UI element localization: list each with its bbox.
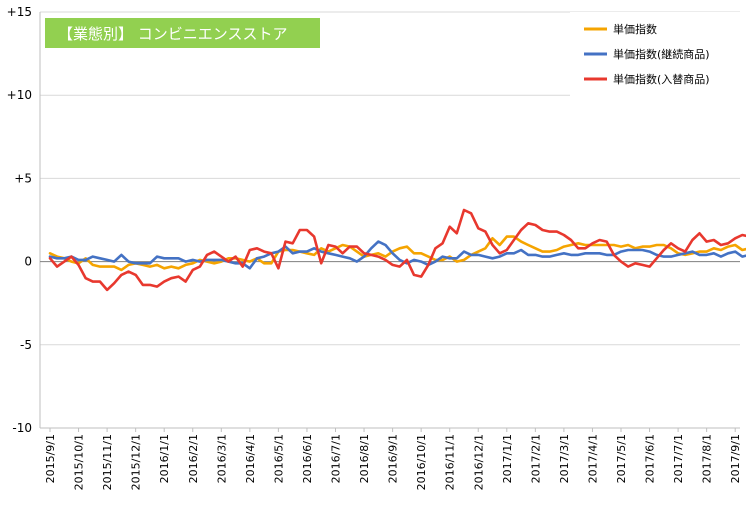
series-line-1 <box>48 235 746 272</box>
y-tick-labels: +15 +10 +5 0 -5 -10 <box>7 5 32 435</box>
y-tick-label: 0 <box>24 255 32 269</box>
x-tick-label: 2017/6/1 <box>644 434 657 483</box>
x-tick-label: 2016/6/1 <box>301 434 314 483</box>
x-tick-label: 2016/4/1 <box>244 434 257 483</box>
series-lines <box>48 208 746 292</box>
x-tick-label: 2016/8/1 <box>358 434 371 483</box>
legend-label: 単価指数 <box>613 22 657 36</box>
x-tick-label: 2015/9/1 <box>44 434 57 483</box>
legend-label: 単価指数(入替商品) <box>613 72 710 86</box>
x-tick-label: 2016/11/1 <box>444 434 457 490</box>
x-tick-label: 2016/12/1 <box>472 434 485 490</box>
x-tick-label: 2016/7/1 <box>330 434 343 483</box>
y-tick-label: -5 <box>20 338 32 352</box>
legend-label: 単価指数(継続商品) <box>613 47 710 61</box>
chart-title-box: 【業態別】 コンビニエンスストア <box>45 18 320 48</box>
x-tick-label: 2017/5/1 <box>615 434 628 483</box>
x-tick-label: 2017/9/1 <box>729 434 742 483</box>
x-tick-label: 2016/3/1 <box>215 434 228 483</box>
x-tick-label: 2015/11/1 <box>101 434 114 490</box>
title-box-background <box>45 18 320 48</box>
x-tick-label: 2016/9/1 <box>387 434 400 483</box>
x-tick-label: 2017/4/1 <box>586 434 599 483</box>
chart-title: 【業態別】 コンビニエンスストア <box>58 25 287 43</box>
y-tick-label: -10 <box>12 421 32 435</box>
x-tick-label: 2016/1/1 <box>158 434 171 483</box>
x-tick-label: 2016/2/1 <box>187 434 200 483</box>
y-tick-label: +10 <box>7 88 32 102</box>
x-tick-label: 2016/5/1 <box>272 434 285 483</box>
x-tick-label: 2017/2/1 <box>529 434 542 483</box>
x-tick-label: 2017/1/1 <box>501 434 514 483</box>
y-tick-label: +15 <box>7 5 32 19</box>
x-tick-label: 2017/3/1 <box>558 434 571 483</box>
x-tick-label: 2016/10/1 <box>415 434 428 490</box>
series-line-2 <box>48 240 746 270</box>
x-tick-label: 2017/8/1 <box>701 434 714 483</box>
x-tick-label: 2015/12/1 <box>130 434 143 490</box>
series-line-3 <box>48 208 746 292</box>
x-tick-labels: 2015/9/1 2015/10/1 2015/11/1 2015/12/1 2016/… <box>44 428 742 490</box>
x-tick-label: 2015/10/1 <box>73 434 86 490</box>
y-tick-label: +5 <box>14 171 32 185</box>
x-tick-label: 2017/7/1 <box>672 434 685 483</box>
